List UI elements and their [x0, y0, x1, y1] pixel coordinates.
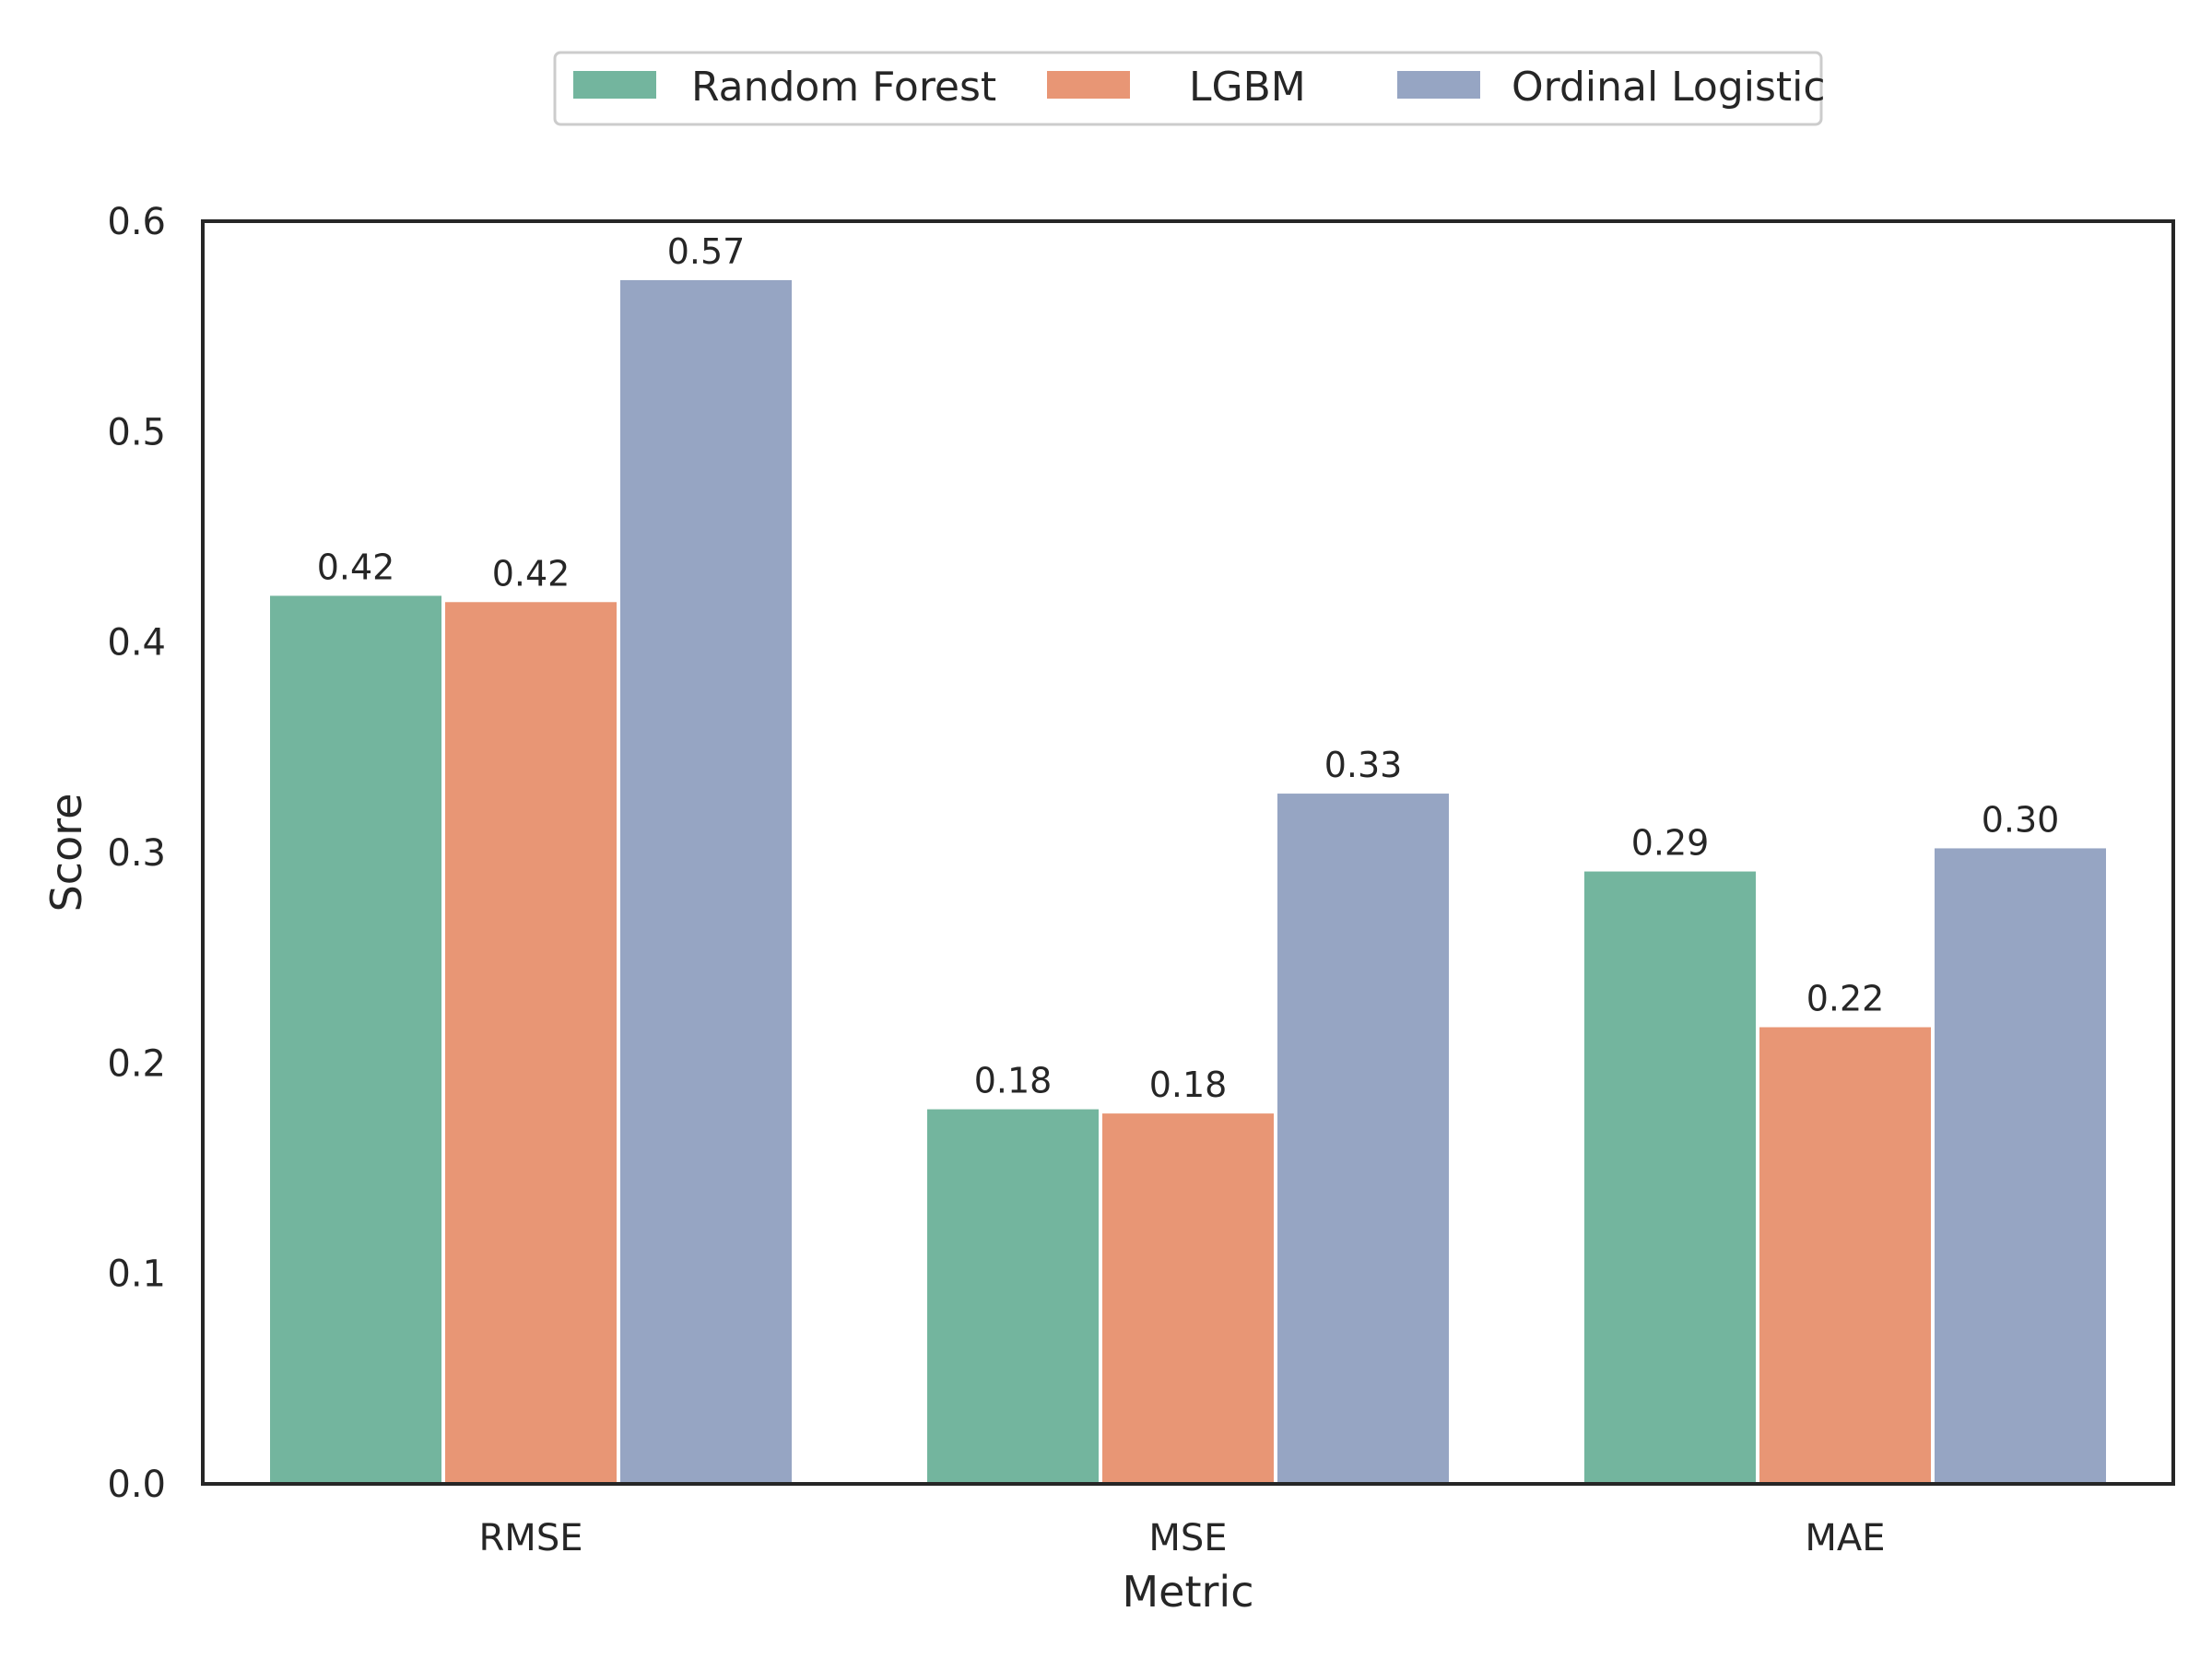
legend: Random Forest LGBM Ordinal Logistic [553, 51, 1826, 126]
bar-value-label: 0.42 [317, 547, 395, 587]
legend-swatch [1047, 71, 1130, 99]
legend-swatch [573, 71, 656, 99]
bar-rmse-lgbm [445, 602, 617, 1484]
bar-labels: 0.42 0.18 0.29 0.42 0.18 0.22 0.57 0.33 0.30 [317, 231, 2060, 1105]
bar-value-label: 0.57 [667, 231, 746, 272]
bar-rmse-ordinal-logistic [620, 279, 792, 1484]
x-axis-title: Metric [1122, 1567, 1253, 1617]
y-tick-label: 0.2 [107, 1042, 166, 1085]
y-tick-label: 0.6 [107, 201, 166, 243]
bar-mae-random-forest [1584, 871, 1756, 1484]
y-tick-label: 0.0 [107, 1464, 166, 1506]
bar-mse-random-forest [927, 1109, 1099, 1484]
y-axis: 0.0 0.1 0.2 0.3 0.4 0.5 0.6 [107, 201, 166, 1506]
y-tick-label: 0.1 [107, 1253, 166, 1296]
bar-mse-lgbm [1102, 1113, 1274, 1484]
legend-label: Random Forest [691, 64, 996, 111]
bar-value-label: 0.33 [1324, 745, 1403, 785]
x-tick-label: MAE [1805, 1517, 1885, 1559]
bar-mae-lgbm [1759, 1027, 1931, 1484]
y-tick-label: 0.5 [107, 411, 166, 453]
bar-value-label: 0.18 [974, 1061, 1053, 1101]
y-tick-label: 0.3 [107, 832, 166, 875]
legend-label: Ordinal Logistic [1512, 64, 1826, 111]
legend-label: LGBM [1189, 64, 1306, 111]
bar-mae-ordinal-logistic [1935, 848, 2106, 1484]
plot-frame [201, 219, 2175, 1486]
bars [270, 279, 2106, 1484]
x-tick-label: MSE [1148, 1517, 1227, 1559]
bar-value-label: 0.18 [1149, 1065, 1228, 1105]
x-axis: RMSE MSE MAE [479, 1517, 1886, 1559]
legend-swatch [1397, 71, 1480, 99]
bar-value-label: 0.42 [492, 553, 571, 594]
bar-mse-ordinal-logistic [1277, 794, 1449, 1484]
legend-frame [553, 51, 1823, 126]
bar-value-label: 0.29 [1631, 823, 1710, 864]
y-tick-label: 0.4 [107, 622, 166, 665]
bar-value-label: 0.30 [1982, 799, 2060, 840]
x-tick-label: RMSE [479, 1517, 583, 1559]
bar-value-label: 0.22 [1806, 979, 1885, 1019]
bar-rmse-random-forest [270, 595, 441, 1484]
y-axis-title: Score [41, 794, 91, 912]
